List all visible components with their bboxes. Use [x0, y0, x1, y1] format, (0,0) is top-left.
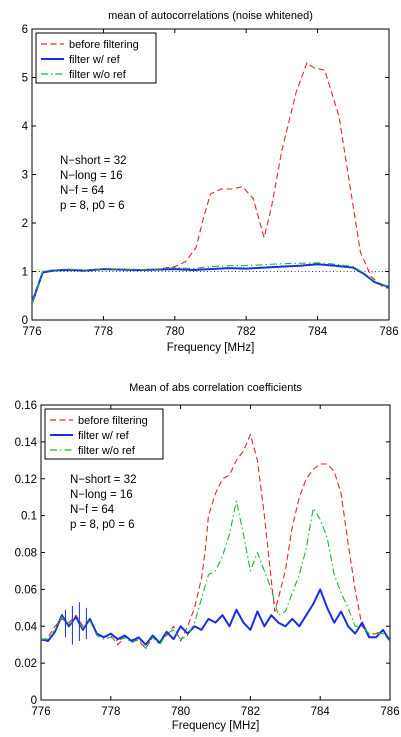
x-tick-label: 786 [380, 706, 399, 718]
y-tick-label: 0.14 [15, 437, 38, 449]
y-tick-label: 0.12 [15, 474, 37, 486]
y-tick-label: 0 [22, 315, 28, 327]
x-tick-label: 780 [165, 326, 184, 338]
chart-1: mean of autocorrelations (noise whitened… [22, 10, 399, 354]
x-tick-label: 784 [311, 706, 331, 718]
y-tick-label: 0.08 [15, 548, 37, 560]
annotation: N−short = 32 [70, 474, 136, 486]
x-axis-label: Frequency [MHz] [167, 342, 255, 354]
series-line-3 [41, 500, 391, 649]
x-tick-label: 776 [22, 326, 41, 338]
series-line-2 [31, 263, 390, 304]
legend: before filtering filter w/ ref filter w/o … [44, 408, 164, 460]
y-tick-label: 0.04 [15, 621, 38, 633]
annotation: N−long = 16 [70, 489, 133, 501]
y-tick-label: 3 [22, 170, 28, 182]
x-tick-label: 776 [31, 706, 50, 718]
x-axis-label: Frequency [MHz] [172, 720, 260, 732]
series-line-1 [40, 433, 391, 649]
annotation: N−long = 16 [60, 170, 123, 182]
chart-title: Mean of abs correlation coefficients [129, 382, 302, 394]
legend-label: before filtering [69, 39, 139, 51]
chart-2: Mean of abs correlation coefficients 776 7… [15, 382, 400, 732]
x-tick-label: 778 [94, 326, 113, 338]
x-tick-label: 778 [101, 706, 120, 718]
y-tick-label: 2 [22, 218, 28, 230]
x-tick-label: 784 [308, 326, 328, 338]
legend-label: filter w/ ref [69, 54, 121, 66]
y-tick-label: 1 [22, 267, 28, 279]
annotation: p = 8, p0 = 6 [70, 519, 135, 531]
legend-label: filter w/o ref [78, 445, 136, 457]
y-tick-label: 0.06 [15, 584, 37, 596]
y-tick-label: 0.16 [15, 400, 37, 412]
y-tick-label: 0.02 [15, 658, 37, 670]
x-tick-label: 782 [241, 706, 260, 718]
x-tick-label: 780 [171, 706, 190, 718]
y-tick-label: 4 [22, 121, 29, 133]
y-tick-label: 6 [22, 24, 28, 36]
annotation: N−f = 64 [70, 504, 115, 516]
annotation: p = 8, p0 = 6 [60, 200, 125, 212]
y-tick-label: 0.1 [21, 511, 37, 523]
series-line-1 [31, 62, 390, 301]
y-tick-label: 5 [22, 73, 28, 85]
legend: before filtering filter w/ ref filter w/o … [35, 32, 157, 84]
y-tick-label: 0 [31, 695, 37, 707]
x-tick-label: 782 [237, 326, 256, 338]
chart-title: mean of autocorrelations (noise whitened… [108, 10, 313, 22]
series-line-2 [40, 588, 391, 646]
legend-label: before filtering [78, 415, 148, 427]
annotation: N−f = 64 [60, 185, 105, 197]
legend-label: filter w/ ref [78, 430, 130, 442]
annotation: N−short = 32 [60, 155, 126, 167]
legend-label: filter w/o ref [69, 69, 127, 81]
x-tick-label: 786 [379, 326, 398, 338]
